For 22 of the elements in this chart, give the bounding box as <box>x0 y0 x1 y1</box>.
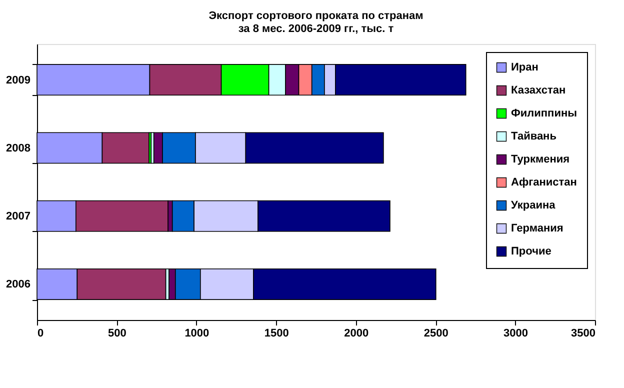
x-tick-label: 2000 <box>344 328 369 340</box>
x-tick-label: 500 <box>108 328 126 340</box>
x-tick-label: 1500 <box>264 328 289 340</box>
y-tick-label: 2006 <box>6 278 30 291</box>
legend-label: Германия <box>511 222 564 234</box>
y-tick-label: 2007 <box>6 210 30 223</box>
chart-title: Экспорт сортового проката по странам за 8 мес. 2006-2009 гг., тыс. т <box>208 10 424 35</box>
x-tick-label: 3000 <box>504 328 528 340</box>
y-tick-label: 2008 <box>6 142 30 154</box>
x-tick-label: 0 <box>38 328 44 340</box>
legend-label: Афганистан <box>511 176 577 188</box>
x-tick-label: 2500 <box>424 328 448 340</box>
x-tick-label: 3500 <box>571 328 596 340</box>
y-tick-label: 2009 <box>6 74 30 86</box>
legend-label: Тайвань <box>511 130 557 142</box>
x-tick-label: 1000 <box>184 328 210 340</box>
legend-label: Иран <box>511 62 538 74</box>
legend-label: Казахстан <box>511 84 566 96</box>
legend-label: Украина <box>511 200 556 212</box>
legend-label: Филиппины <box>511 108 577 120</box>
legend-label: Туркмения <box>511 154 570 166</box>
legend-label: Прочие <box>511 246 552 258</box>
